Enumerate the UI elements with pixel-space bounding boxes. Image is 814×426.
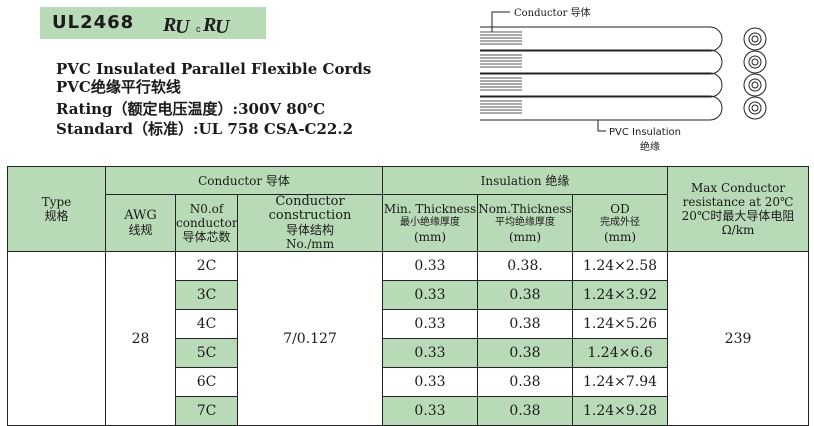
min-thickness-cell: 0.33 — [382, 251, 479, 281]
svg-text:R: R — [163, 14, 176, 35]
cores-cell: 7C — [175, 396, 238, 426]
svg-text:R: R — [202, 14, 216, 35]
no-conductor-header: N0.of conductor 导体芯数 — [175, 194, 238, 252]
nom-thickness-cell: 0.38 — [477, 367, 574, 397]
construction-value: 7/0.127 — [236, 251, 384, 426]
title-chinese: PVC绝缘平行软线 — [56, 78, 181, 96]
model-number: UL2468 — [52, 12, 135, 33]
table-row: 5C 0.33 0.38 1.24×6.6 — [8, 338, 809, 368]
od-header: OD 完成外径 (mm) — [572, 194, 669, 252]
table-row: 3C 0.33 0.38 1.24×3.92 — [8, 280, 809, 310]
svg-text:U: U — [175, 16, 191, 35]
title-english: PVC Insulated Parallel Flexible Cords — [56, 60, 372, 78]
min-thickness-header: Min. Thickness 最小绝缘厚度 (mm) — [382, 194, 479, 252]
od-cell: 1.24×2.58 — [572, 251, 669, 281]
cable-diagram: Conductor 导体 PVC Insulation 绝缘 — [480, 7, 767, 153]
type-header: Type 规格 — [7, 166, 106, 252]
od-cell: 1.24×9.28 — [572, 396, 669, 426]
min-thickness-cell: 0.33 — [382, 309, 479, 339]
table-row: 28 2C 7/0.127 0.33 0.38. 1.24×2.58 239 — [7, 251, 810, 426]
resistance-value: 239 — [667, 251, 810, 426]
insulation-header: Insulation 绝缘 — [382, 166, 669, 195]
conductor-header: Conductor 导体 — [104, 166, 384, 195]
od-cell: 1.24×6.6 — [572, 338, 669, 368]
cores-cell: 4C — [175, 309, 238, 339]
type-cell — [7, 251, 106, 426]
awg-value: 28 — [105, 251, 176, 426]
od-cell: 1.24×7.94 — [572, 367, 669, 397]
svg-text:c: c — [196, 24, 201, 34]
max-resistance-header: Max Conductor resistance at 20℃ 20℃时最大导体… — [667, 166, 810, 252]
table-row: 7C 0.33 0.38 1.24×9.28 — [8, 396, 809, 426]
nom-thickness-cell: 0.38 — [477, 280, 574, 310]
awg-header: AWG 线规 — [105, 194, 176, 252]
nom-thickness-cell: 0.38 — [477, 396, 574, 426]
construction-header: Conductor construction 导体结构 No./mm — [236, 194, 384, 252]
insulation-label-cn: 绝缘 — [640, 140, 660, 153]
svg-text:U: U — [215, 16, 231, 35]
nom-thickness-cell: 0.38. — [477, 251, 574, 281]
insulation-label: PVC Insulation — [609, 127, 681, 138]
min-thickness-cell: 0.33 — [382, 367, 479, 397]
rating: Rating（额定电压温度）:300V 80℃ — [56, 100, 326, 118]
cores-cell: 2C — [175, 251, 238, 281]
cores-cell: 6C — [175, 367, 238, 397]
od-cell: 1.24×5.26 — [572, 309, 669, 339]
nom-thickness-header: Nom.Thickness 平均绝缘厚度 (mm) — [477, 194, 574, 252]
od-cell: 1.24×3.92 — [572, 280, 669, 310]
nom-thickness-cell: 0.38 — [477, 338, 574, 368]
min-thickness-cell: 0.33 — [382, 396, 479, 426]
spec-table: Type 规格 Conductor 导体 Insulation 绝缘 Max C… — [7, 166, 810, 426]
cores-cell: 3C — [175, 280, 238, 310]
ul-certification-icon: R U c R U — [163, 14, 231, 35]
table-row: 4C 0.33 0.38 1.24×5.26 — [8, 309, 809, 339]
cores-cell: 5C — [175, 338, 238, 368]
title-banner — [40, 7, 266, 39]
min-thickness-cell: 0.33 — [382, 338, 479, 368]
nom-thickness-cell: 0.38 — [477, 309, 574, 339]
conductor-label: Conductor 导体 — [514, 7, 591, 19]
standard: Standard（标准）:UL 758 CSA-C22.2 — [56, 120, 354, 138]
min-thickness-cell: 0.33 — [382, 280, 479, 310]
